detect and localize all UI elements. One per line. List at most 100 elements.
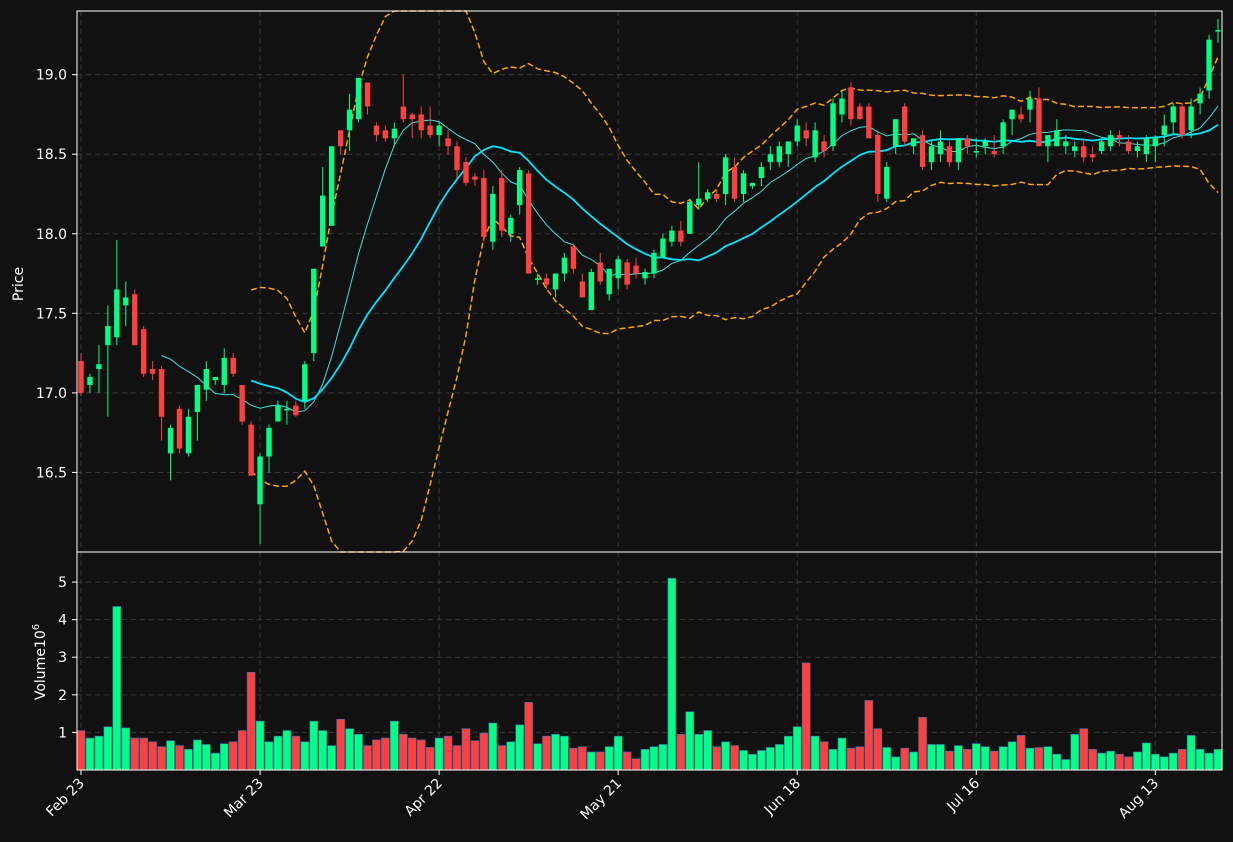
volume-bar	[551, 733, 560, 771]
price-y-tick-label: 19.0	[36, 68, 67, 84]
volume-bar	[1079, 728, 1088, 771]
candle-body	[579, 281, 586, 298]
volume-bar	[882, 747, 892, 771]
candle-body	[275, 405, 281, 422]
candle-body	[194, 384, 201, 412]
candle-body	[1107, 135, 1114, 147]
volume-bar	[864, 700, 874, 771]
volume-bar	[622, 751, 632, 771]
volume-bar	[157, 746, 166, 771]
candle-body	[364, 82, 371, 107]
volume-bar	[954, 745, 963, 771]
candle-body	[1197, 93, 1203, 104]
candle-body	[1072, 146, 1078, 152]
candle-body	[320, 195, 326, 247]
volume-bar	[685, 711, 695, 771]
candle-body	[678, 230, 684, 242]
volume-axis-label-text: Volume	[33, 648, 49, 700]
volume-bar	[667, 578, 677, 771]
candle-body	[499, 178, 505, 231]
volume-bar	[694, 733, 704, 771]
volume-bar	[792, 726, 802, 771]
candle-body	[149, 369, 156, 374]
candle-body	[1125, 141, 1132, 152]
candle-body	[1089, 154, 1096, 158]
volume-bar	[381, 737, 390, 771]
candle-body	[140, 329, 147, 374]
candle-body	[508, 217, 514, 234]
volume-y-tick-label: 2	[58, 688, 67, 704]
candle-body	[1143, 138, 1150, 155]
candle-body	[651, 252, 657, 274]
volume-axis-label: Volume106	[31, 624, 49, 700]
volume-bar	[202, 744, 211, 771]
price-y-axis: 16.5 17.0 17.5 18.0 18.5 19.0	[36, 68, 77, 481]
candle-body	[302, 364, 308, 401]
candle-body	[901, 106, 908, 142]
candle-body	[248, 424, 254, 476]
volume-bar	[112, 606, 122, 771]
volume-bar	[936, 744, 945, 771]
candle-body	[642, 271, 648, 279]
candle-body	[866, 106, 872, 139]
volume-bar	[1204, 752, 1214, 771]
volume-bar	[479, 732, 489, 771]
volume-bar	[255, 720, 265, 771]
volume-bar	[1088, 749, 1097, 771]
price-y-tick-label: 16.5	[36, 465, 67, 481]
candle-body	[696, 198, 702, 206]
candle-body	[534, 278, 541, 280]
volume-bar	[1186, 735, 1196, 771]
candle-body	[427, 125, 433, 136]
volume-bar	[309, 720, 319, 771]
candle-body	[1161, 125, 1167, 136]
volume-y-axis: 1 2 3 4 5	[58, 575, 77, 741]
moving-average-short	[161, 105, 1219, 413]
volume-bar	[918, 717, 927, 771]
volume-bar	[1007, 741, 1017, 771]
volume-bar	[399, 733, 408, 771]
volume-bar	[1168, 752, 1178, 771]
volume-bar	[542, 735, 551, 771]
volume-bar	[757, 750, 766, 771]
candle-body	[472, 176, 478, 180]
volume-bar	[578, 746, 587, 771]
candle-body	[570, 246, 577, 269]
volume-bar	[506, 741, 516, 771]
volume-bar	[1061, 759, 1071, 771]
candle-body	[167, 427, 174, 454]
volume-y-tick-label: 1	[58, 725, 67, 741]
price-axis-label: Price	[11, 267, 27, 301]
candle-body	[78, 361, 84, 393]
candle-body	[445, 138, 451, 147]
candle-body	[740, 173, 747, 194]
candle-body	[731, 166, 738, 199]
volume-bar	[569, 747, 578, 771]
candle-body	[1170, 106, 1176, 123]
volume-bar	[416, 739, 426, 771]
volume-bar	[533, 743, 542, 771]
volume-bar	[327, 745, 336, 771]
volume-bar	[846, 747, 856, 771]
candle-body	[633, 265, 639, 274]
volume-bar	[766, 747, 775, 771]
volume-bar	[166, 740, 175, 771]
volume-bars	[76, 578, 1223, 771]
volume-bar	[461, 728, 471, 771]
candle-body	[919, 135, 926, 167]
candle-body	[624, 262, 630, 285]
candle-body	[973, 151, 979, 153]
candle-body	[1063, 141, 1069, 147]
candle-body	[937, 141, 944, 155]
volume-bar	[1160, 756, 1169, 771]
volume-bar	[425, 747, 435, 771]
volume-bar	[175, 745, 184, 771]
candle-body	[812, 130, 818, 158]
volume-bar	[1213, 749, 1223, 771]
candle-body	[114, 289, 120, 338]
volume-bar	[148, 741, 157, 771]
volume-bar	[1034, 747, 1044, 771]
candle-body	[257, 456, 263, 505]
volume-bar	[390, 720, 399, 771]
candle-body	[705, 192, 711, 199]
